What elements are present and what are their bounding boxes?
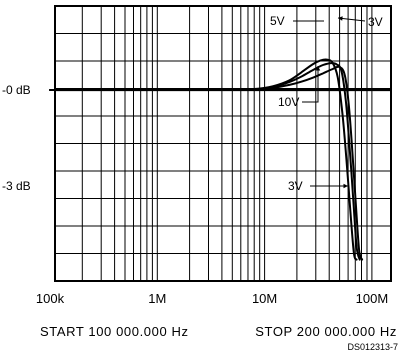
annotation-label: 5V bbox=[270, 14, 285, 28]
document-id: DS012313-7 bbox=[347, 342, 398, 352]
plot-frame bbox=[54, 5, 392, 282]
curve-annotations: 5V 3V 10V 3V bbox=[270, 14, 383, 193]
response-curves bbox=[49, 58, 364, 261]
series-line-3v bbox=[49, 62, 361, 261]
annotation-10v-3: 10V bbox=[278, 66, 321, 109]
annotation-arrowhead bbox=[338, 16, 343, 21]
annotation-leader-line bbox=[337, 17, 366, 22]
annotation-label: 10V bbox=[278, 95, 299, 109]
x-tick-label: 10M bbox=[252, 291, 277, 306]
axis-tick-labels: 100k 1M 10M 100M -0 dB -3 dB bbox=[2, 83, 388, 306]
x-tick-label: 100k bbox=[36, 291, 65, 306]
x-tick-label: 100M bbox=[356, 291, 389, 306]
y-tick-label: -0 dB bbox=[2, 83, 31, 97]
footer-stop-frequency: STOP 200 000.000 Hz bbox=[255, 324, 397, 339]
annotation-3v-2: 3V bbox=[337, 15, 383, 29]
annotation-arrowhead bbox=[315, 66, 321, 71]
annotation-leader-line bbox=[302, 66, 319, 103]
annotation-5v-1: 5V bbox=[270, 14, 324, 28]
y-tick-label: -3 dB bbox=[2, 179, 31, 193]
footer-start-frequency: START 100 000.000 Hz bbox=[40, 324, 189, 339]
x-tick-label: 1M bbox=[148, 291, 166, 306]
plot-grid bbox=[55, 6, 391, 281]
series-line-10v bbox=[49, 65, 364, 261]
annotation-3v-4: 3V bbox=[288, 179, 348, 193]
annotation-label: 3V bbox=[368, 15, 383, 29]
annotation-arrowhead bbox=[343, 183, 348, 189]
annotation-label: 3V bbox=[288, 179, 303, 193]
